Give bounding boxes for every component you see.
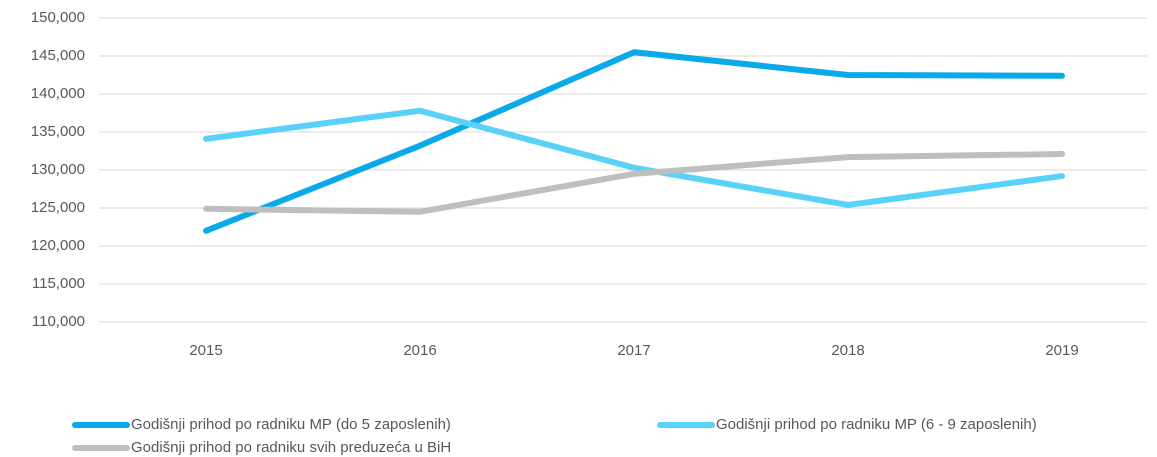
legend-label: Godišnji prihod po radniku MP (6 - 9 zap…: [716, 416, 1037, 433]
x-tick-label: 2015: [189, 342, 222, 359]
series-line: [203, 151, 1065, 215]
series-line: [203, 107, 1065, 208]
y-tick-label: 140,000: [31, 85, 85, 102]
y-tick-label: 110,000: [32, 313, 85, 330]
series-line: [203, 49, 1065, 234]
legend-label: Godišnji prihod po radniku svih preduzeć…: [131, 439, 451, 456]
y-tick-label: 150,000: [31, 9, 85, 26]
legend-label: Godišnji prihod po radniku MP (do 5 zapo…: [131, 416, 451, 433]
y-tick-label: 145,000: [31, 47, 85, 64]
x-tick-label: 2017: [617, 342, 650, 359]
x-tick-label: 2018: [831, 342, 864, 359]
x-tick-label: 2016: [403, 342, 436, 359]
y-tick-label: 130,000: [31, 161, 85, 178]
y-tick-label: 115,000: [32, 275, 85, 292]
y-tick-label: 135,000: [31, 123, 85, 140]
y-tick-label: 120,000: [31, 237, 85, 254]
x-tick-label: 2019: [1045, 342, 1078, 359]
y-tick-label: 125,000: [31, 199, 85, 216]
